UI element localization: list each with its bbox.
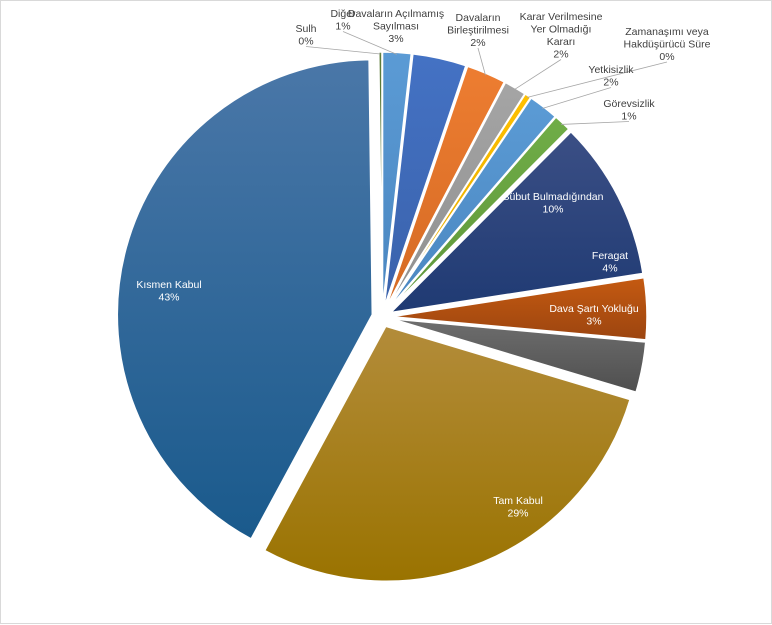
data-label-10: Dava Şartı Yokluğu 3% bbox=[549, 303, 638, 328]
pie-slice-10 bbox=[391, 318, 647, 394]
data-label-6: Yetkisizlik 2% bbox=[588, 64, 634, 89]
leader-lines bbox=[305, 31, 668, 125]
data-label-11: Tam Kabul 29% bbox=[493, 495, 543, 520]
data-label-9: Feragat 4% bbox=[592, 250, 628, 275]
data-label-13: Sulh 0% bbox=[295, 23, 316, 48]
pie-slice-2 bbox=[383, 53, 467, 308]
pie-slice-13 bbox=[377, 51, 383, 308]
data-labels: Diğer 1%Davaların Açılmamış Sayılması 3%Dav… bbox=[136, 8, 710, 520]
pie-slice-7 bbox=[388, 116, 570, 311]
data-label-7: Görevsizlik 1% bbox=[603, 98, 655, 123]
pie-slices bbox=[116, 51, 648, 582]
data-label-5: Zamanaşımı veya Hakdüşürücü Süre 0% bbox=[624, 26, 711, 63]
leader-line-3 bbox=[477, 47, 486, 76]
leader-line-7 bbox=[561, 121, 630, 125]
pie-slice-11 bbox=[263, 325, 631, 582]
data-label-4: Karar Verilmesine Yer Olmadığı Kararı 2% bbox=[520, 11, 603, 61]
pie-slice-6 bbox=[387, 96, 557, 310]
pie-slice-8 bbox=[388, 130, 644, 314]
pie-slice-9 bbox=[391, 276, 648, 341]
leader-line-4 bbox=[513, 59, 562, 90]
data-label-2: Davaların Açılmamış Sayılması 3% bbox=[348, 8, 444, 45]
pie-slice-3 bbox=[385, 65, 506, 309]
pie-slice-12 bbox=[116, 58, 374, 540]
leader-line-1 bbox=[342, 31, 397, 55]
leader-line-6 bbox=[542, 87, 612, 109]
leader-line-13 bbox=[305, 46, 381, 55]
data-label-3: Davaların Birleştirilmesi 2% bbox=[447, 12, 509, 49]
leader-line-5 bbox=[526, 61, 668, 98]
data-label-12: Kısmen Kabul 43% bbox=[136, 279, 201, 304]
data-label-8: Sübut Bulmadığından 10% bbox=[503, 191, 604, 216]
data-label-1: Diğer 1% bbox=[330, 8, 356, 33]
